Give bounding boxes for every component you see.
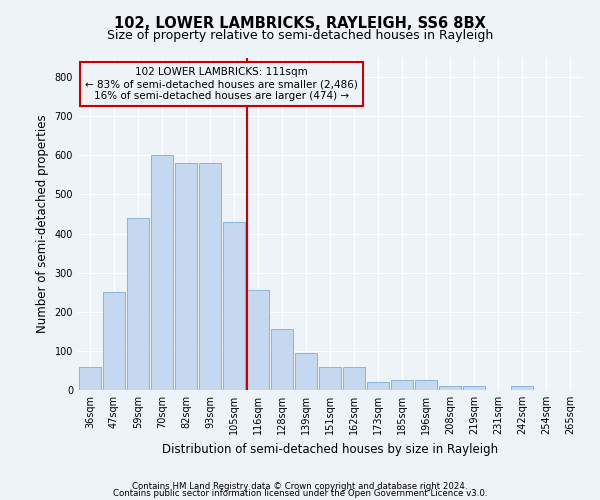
Bar xyxy=(343,366,365,390)
Bar xyxy=(319,366,341,390)
Bar xyxy=(415,380,437,390)
Bar xyxy=(127,218,149,390)
Bar xyxy=(511,386,533,390)
Bar xyxy=(439,386,461,390)
Bar xyxy=(79,366,101,390)
Bar xyxy=(295,353,317,390)
Bar xyxy=(175,163,197,390)
Text: Contains HM Land Registry data © Crown copyright and database right 2024.: Contains HM Land Registry data © Crown c… xyxy=(132,482,468,491)
Text: 102 LOWER LAMBRICKS: 111sqm
← 83% of semi-detached houses are smaller (2,486)
16: 102 LOWER LAMBRICKS: 111sqm ← 83% of sem… xyxy=(85,68,358,100)
Bar xyxy=(271,330,293,390)
Text: Contains public sector information licensed under the Open Government Licence v3: Contains public sector information licen… xyxy=(113,489,487,498)
Bar xyxy=(367,382,389,390)
Bar xyxy=(223,222,245,390)
Bar xyxy=(391,380,413,390)
Bar xyxy=(199,163,221,390)
Y-axis label: Number of semi-detached properties: Number of semi-detached properties xyxy=(36,114,49,333)
Text: Size of property relative to semi-detached houses in Rayleigh: Size of property relative to semi-detach… xyxy=(107,28,493,42)
Bar xyxy=(103,292,125,390)
Bar xyxy=(247,290,269,390)
Text: 102, LOWER LAMBRICKS, RAYLEIGH, SS6 8BX: 102, LOWER LAMBRICKS, RAYLEIGH, SS6 8BX xyxy=(114,16,486,32)
Bar xyxy=(463,386,485,390)
Bar xyxy=(151,156,173,390)
X-axis label: Distribution of semi-detached houses by size in Rayleigh: Distribution of semi-detached houses by … xyxy=(162,442,498,456)
